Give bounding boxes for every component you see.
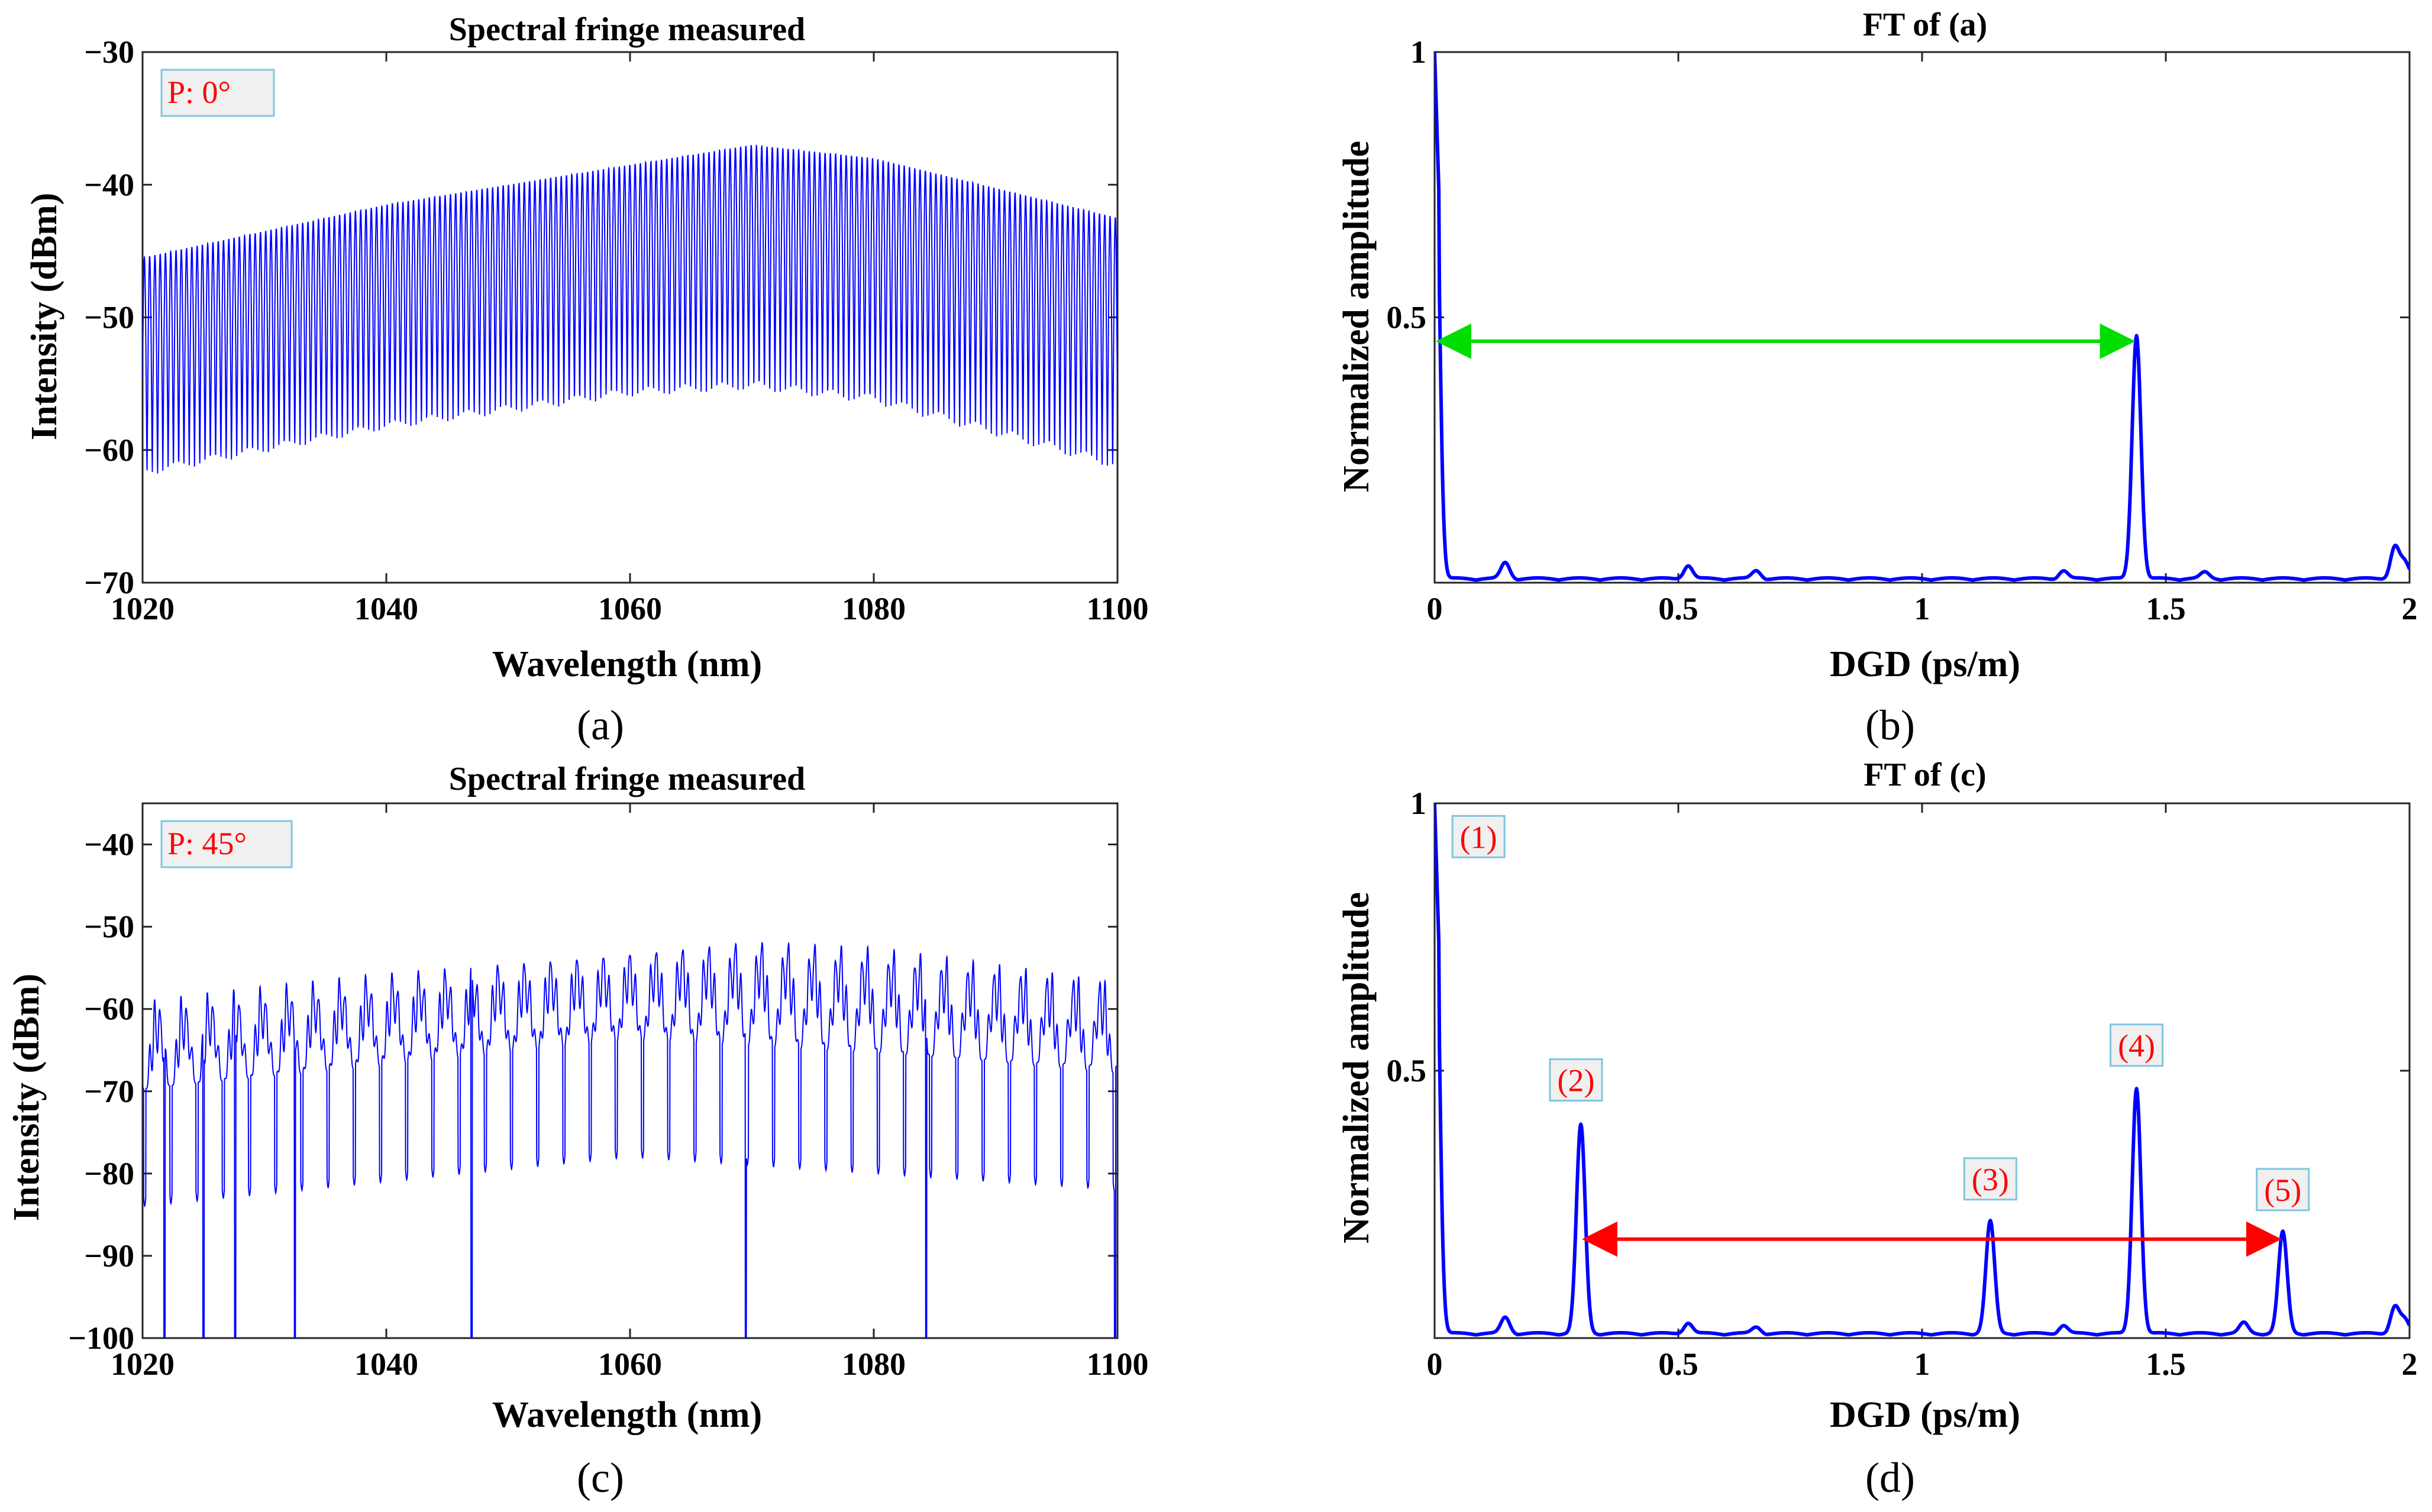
- chart-b: FT of (a) DGD (ps/m) Normalized amplitud…: [1336, 7, 2418, 749]
- x-tick-label: 1020: [111, 591, 175, 626]
- x-tick-label: 1.5: [2146, 591, 2186, 626]
- chart-a-annotation-box: [160, 69, 275, 117]
- x-tick-label: 1080: [842, 591, 906, 626]
- y-tick-label: −50: [84, 909, 134, 945]
- y-tick-label: −60: [84, 432, 134, 468]
- panel-label-a: (a): [577, 702, 624, 749]
- x-tick-label: 0: [1427, 1346, 1443, 1382]
- chart-a-ytick-labels: −70 −60 −50 −40 −30: [84, 34, 134, 600]
- chart-b-series-line: [1435, 52, 2410, 582]
- peak-label: (1): [1460, 819, 1497, 855]
- y-tick-label: −100: [68, 1320, 134, 1356]
- chart-b-xlabel: DGD (ps/m): [1830, 644, 2020, 684]
- x-tick-label: 1060: [598, 1346, 662, 1382]
- y-tick-label: 0.5: [1387, 300, 1427, 335]
- chart-c-title: Spectral fringe measured: [449, 761, 805, 797]
- y-tick-label: −40: [84, 827, 134, 862]
- chart-c-series-line: [143, 942, 1118, 1338]
- chart-a-xlabel: Wavelength (nm): [492, 644, 762, 684]
- chart-c-xtick-labels: 1020 1040 1060 1080 1100: [111, 1346, 1149, 1382]
- x-tick-label: 2: [2402, 591, 2418, 626]
- chart-c-axes-frame: [141, 802, 1119, 1339]
- x-tick-label: 1: [1914, 591, 1930, 626]
- chart-d-xlabel: DGD (ps/m): [1830, 1395, 2020, 1435]
- chart-a-title: Spectral fringe measured: [449, 11, 805, 48]
- chart-a-series-line: [143, 144, 1118, 474]
- chart-d: FT of (c) DGD (ps/m) Normalized amplitud…: [1336, 757, 2418, 1501]
- x-tick-label: 0: [1427, 591, 1443, 626]
- x-tick-label: 1040: [354, 1346, 418, 1382]
- chart-c-annotation-box: [160, 820, 293, 868]
- chart-c-annotation: P: 45°: [167, 826, 247, 861]
- y-tick-label: −70: [84, 1074, 134, 1109]
- chart-c-ylabel: Intensity (dBm): [7, 974, 47, 1222]
- chart-a-xtick-labels: 1020 1040 1060 1080 1100: [111, 591, 1149, 626]
- chart-b-axes-frame: [1433, 51, 2411, 584]
- chart-b-ylabel: Normalized amplitude: [1336, 141, 1377, 492]
- chart-d-ylabel: Normalized amplitude: [1336, 892, 1377, 1243]
- panel-label-b: (b): [1865, 702, 1915, 749]
- y-tick-label: −40: [84, 167, 134, 202]
- panel-label-d: (d): [1865, 1454, 1915, 1501]
- chart-c-xlabel: Wavelength (nm): [492, 1395, 762, 1435]
- y-tick-label: −80: [84, 1156, 134, 1191]
- chart-d-series-line: [1435, 803, 2410, 1337]
- x-tick-label: 0.5: [1658, 1346, 1698, 1382]
- x-tick-label: 1: [1914, 1346, 1930, 1382]
- y-tick-label: 0.5: [1387, 1053, 1427, 1088]
- peak-label-box: [1963, 1157, 2017, 1201]
- peak-label-box: [2110, 1023, 2164, 1067]
- x-tick-label: 1020: [111, 1346, 175, 1382]
- y-tick-label: 1: [1410, 786, 1426, 821]
- y-tick-label: −30: [84, 34, 134, 70]
- chart-d-ytick-labels: 0.51: [1387, 786, 1427, 1088]
- chart-a-annotation: P: 0°: [167, 75, 231, 110]
- peak-label: (4): [2118, 1028, 2155, 1064]
- x-tick-label: 1040: [354, 591, 418, 626]
- chart-c: Spectral fringe measured Wavelength (nm)…: [7, 761, 1149, 1501]
- y-tick-label: −60: [84, 991, 134, 1027]
- peak-label: (3): [1972, 1162, 2009, 1197]
- x-tick-label: 1100: [1086, 591, 1148, 626]
- y-tick-label: −50: [84, 300, 134, 335]
- chart-b-ytick-labels: 0.51: [1387, 34, 1427, 335]
- chart-c-ytick-labels: −100 −90 −80 −70 −60 −50 −40: [68, 827, 134, 1356]
- chart-d-title: FT of (c): [1863, 757, 1986, 793]
- x-tick-label: 2: [2402, 1346, 2418, 1382]
- chart-b-xtick-labels: 0 0.5 1 1.5 2: [1427, 591, 2418, 626]
- peak-label: (5): [2264, 1172, 2301, 1208]
- peak-label-box: [1451, 815, 1506, 858]
- chart-a-ylabel: Intensity (dBm): [24, 193, 64, 441]
- chart-d-xtick-labels: 0 0.5 1 1.5 2: [1427, 1346, 2418, 1382]
- peak-label-box: [1549, 1058, 1603, 1102]
- x-tick-label: 1060: [598, 591, 662, 626]
- peak-label-box: [2256, 1168, 2310, 1211]
- y-tick-label: 1: [1410, 34, 1426, 70]
- x-tick-label: 1.5: [2146, 1346, 2186, 1382]
- y-tick-label: −70: [84, 565, 134, 600]
- chart-a: Spectral fringe measured Wavelength (nm)…: [24, 11, 1149, 749]
- y-tick-label: −90: [84, 1238, 134, 1274]
- chart-b-title: FT of (a): [1863, 7, 1988, 43]
- panel-label-c: (c): [577, 1454, 624, 1501]
- x-tick-label: 1080: [842, 1346, 906, 1382]
- x-tick-label: 1100: [1086, 1346, 1148, 1382]
- peak-label: (2): [1557, 1063, 1594, 1099]
- x-tick-label: 0.5: [1658, 591, 1698, 626]
